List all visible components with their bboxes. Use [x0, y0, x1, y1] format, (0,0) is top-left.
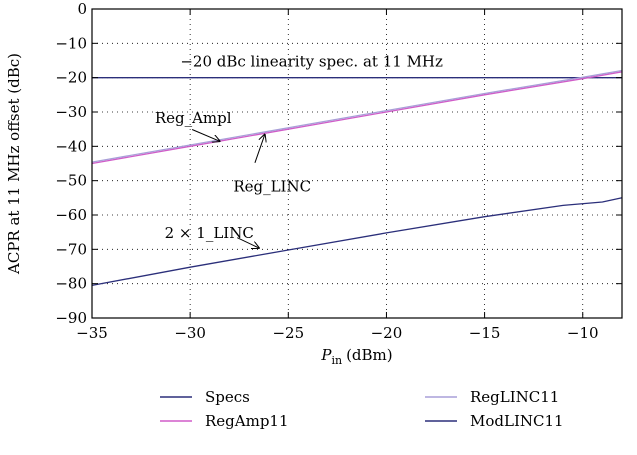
annotations: −20 dBc linearity spec. at 11 MHz Reg_Amp… [155, 53, 443, 248]
y-tick-label: −10 [55, 34, 87, 52]
legend-label: RegAmp11 [205, 412, 289, 430]
x-axis-title-main: P [320, 346, 332, 364]
x-axis-title-sub: in [331, 354, 342, 367]
series-line-modlinc11 [91, 197, 623, 287]
y-tick-label: −60 [55, 206, 87, 224]
x-tick-label: −10 [567, 324, 599, 342]
series-line-reglinc11 [91, 69, 623, 163]
x-axis-title: Pin (dBm) [320, 346, 392, 367]
annotation-arrow-regampl [191, 129, 219, 142]
x-tick-label: −20 [371, 324, 403, 342]
y-tick-label: −40 [55, 137, 87, 155]
annotation-regampl: Reg_Ampl [155, 109, 232, 127]
x-tick-label: −35 [76, 324, 108, 342]
legend-item-reglinc11: RegLINC11 [425, 388, 559, 406]
legend-label: RegLINC11 [470, 388, 559, 406]
y-axis-title: ACPR at 11 MHz offset (dBc) [5, 53, 23, 275]
annotation-arrow-linc [237, 237, 259, 248]
y-tick-label: −90 [55, 309, 87, 327]
x-tick-label: −15 [469, 324, 501, 342]
x-tick-label: −25 [272, 324, 304, 342]
y-tick-label: −70 [55, 240, 87, 258]
series-line-regamp11 [91, 71, 623, 165]
annotation-reglinc: Reg_LINC [233, 178, 311, 196]
legend: Specs RegAmp11 RegLINC11 ModLINC11 [160, 388, 564, 430]
legend-item-regamp11: RegAmp11 [160, 412, 289, 430]
annotation-arrow-reglinc [254, 135, 265, 163]
legend-label: Specs [205, 388, 250, 406]
y-tick-label: −50 [55, 172, 87, 190]
legend-item-specs: Specs [160, 388, 250, 406]
legend-item-modlinc11: ModLINC11 [425, 412, 564, 430]
annotation-linc: 2 × 1_LINC [165, 224, 254, 242]
axis-ticks: −35 −30 −25 −20 −15 −10 0 −10 −20 −30 −40 −50 −60 −70… [55, 0, 622, 342]
annotation-spec: −20 dBc linearity spec. at 11 MHz [180, 53, 443, 71]
y-tick-label: −80 [55, 275, 87, 293]
series-lines [91, 69, 623, 287]
legend-label: ModLINC11 [470, 412, 564, 430]
y-tick-label: 0 [77, 0, 87, 18]
y-tick-label: −20 [55, 69, 87, 87]
y-tick-label: −30 [55, 103, 87, 121]
plot-frame [91, 8, 623, 319]
x-axis-title-unit: (dBm) [346, 346, 393, 364]
x-tick-label: −30 [174, 324, 206, 342]
